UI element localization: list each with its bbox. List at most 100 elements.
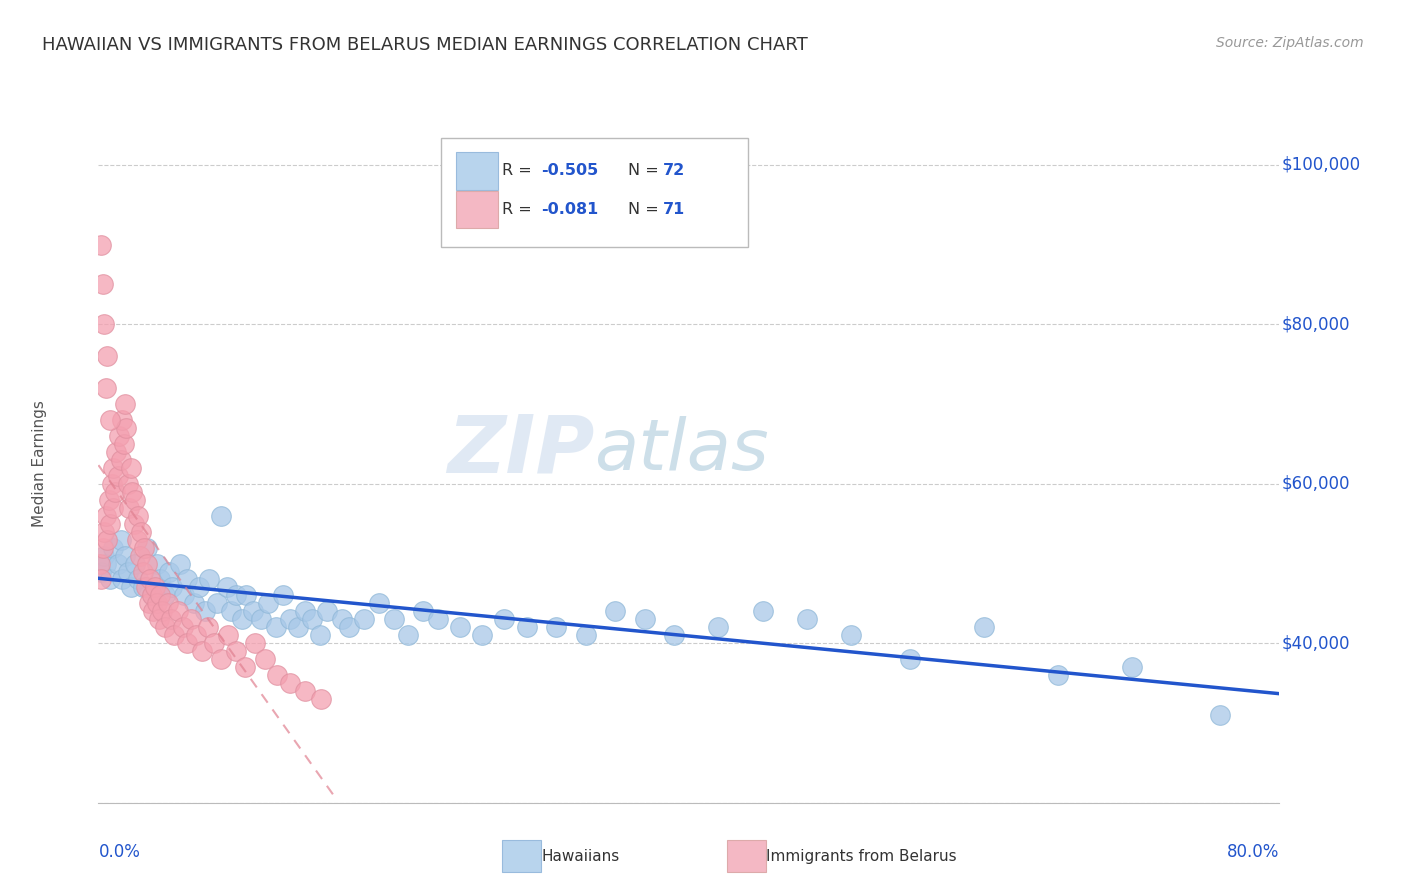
Point — [1046, 668, 1069, 682]
Point — [183, 596, 205, 610]
Point — [180, 612, 202, 626]
Text: R =: R = — [502, 163, 537, 178]
Point — [278, 612, 302, 626]
Point — [96, 349, 118, 363]
Point — [184, 628, 207, 642]
Point — [574, 628, 596, 642]
Point — [233, 660, 256, 674]
Point — [94, 557, 117, 571]
Text: Source: ZipAtlas.com: Source: ZipAtlas.com — [1216, 36, 1364, 50]
Text: Median Earnings: Median Earnings — [32, 401, 46, 527]
Point — [91, 277, 114, 292]
Point — [169, 557, 191, 571]
Text: R =: R = — [502, 202, 537, 217]
Point — [242, 604, 264, 618]
FancyBboxPatch shape — [457, 191, 498, 228]
Point — [309, 628, 332, 642]
Point — [141, 589, 163, 603]
Point — [139, 573, 162, 587]
Point — [149, 573, 172, 587]
Text: 72: 72 — [664, 163, 685, 178]
Point — [153, 620, 176, 634]
Point — [605, 604, 627, 618]
Point — [115, 421, 138, 435]
Point — [266, 668, 288, 682]
Point — [143, 581, 166, 595]
Point — [163, 628, 186, 642]
Point — [132, 581, 155, 595]
Point — [198, 573, 221, 587]
Point — [396, 628, 419, 642]
Point — [257, 596, 280, 610]
Text: Immigrants from Belarus: Immigrants from Belarus — [766, 849, 957, 863]
Point — [103, 500, 125, 515]
Point — [157, 565, 180, 579]
Point — [225, 589, 247, 603]
Point — [89, 557, 111, 571]
Text: $40,000: $40,000 — [1282, 634, 1350, 652]
Point — [153, 589, 176, 603]
Point — [243, 636, 266, 650]
Point — [127, 573, 149, 587]
Point — [110, 533, 132, 547]
Point — [172, 620, 194, 634]
Point — [132, 565, 155, 579]
Point — [111, 413, 134, 427]
Point — [301, 612, 323, 626]
Point — [125, 533, 148, 547]
Point — [254, 652, 277, 666]
Point — [103, 460, 125, 475]
Point — [427, 612, 450, 626]
Point — [114, 397, 136, 411]
Point — [104, 484, 127, 499]
Point — [839, 628, 862, 642]
Point — [107, 468, 129, 483]
Point — [138, 596, 160, 610]
Point — [205, 596, 228, 610]
Point — [337, 620, 360, 634]
Point — [167, 604, 190, 618]
Point — [135, 581, 157, 595]
Point — [449, 620, 471, 634]
Point — [120, 581, 142, 595]
Point — [93, 318, 115, 332]
Point — [202, 636, 225, 650]
Point — [148, 612, 170, 626]
Point — [515, 620, 537, 634]
Point — [110, 453, 132, 467]
Point — [278, 676, 302, 690]
Point — [108, 429, 131, 443]
Point — [97, 492, 120, 507]
Point — [94, 381, 117, 395]
Point — [311, 692, 333, 706]
Text: $100,000: $100,000 — [1282, 156, 1361, 174]
Text: $60,000: $60,000 — [1282, 475, 1350, 492]
Point — [105, 445, 128, 459]
Point — [796, 612, 818, 626]
Point — [231, 612, 253, 626]
Point — [100, 476, 122, 491]
Point — [471, 628, 494, 642]
Point — [146, 596, 169, 610]
Point — [494, 612, 516, 626]
Point — [159, 612, 181, 626]
Point — [103, 541, 125, 555]
Point — [707, 620, 730, 634]
Point — [149, 589, 172, 603]
Point — [117, 476, 139, 491]
Point — [382, 612, 405, 626]
Point — [142, 604, 165, 618]
Point — [120, 460, 142, 475]
Point — [194, 604, 217, 618]
Point — [176, 573, 198, 587]
Point — [173, 589, 195, 603]
Point — [664, 628, 686, 642]
Point — [91, 541, 114, 555]
Point — [136, 541, 159, 555]
Point — [156, 596, 179, 610]
Point — [122, 516, 145, 531]
Point — [127, 508, 149, 523]
Point — [1121, 660, 1143, 674]
Text: 71: 71 — [664, 202, 685, 217]
Point — [353, 612, 375, 626]
